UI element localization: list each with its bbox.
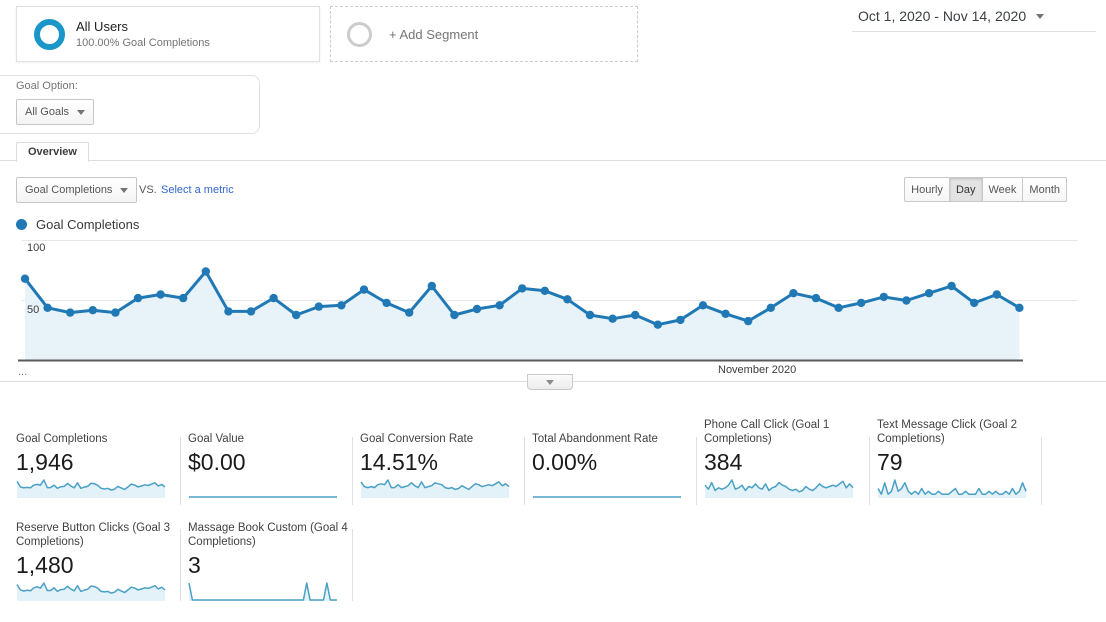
y-axis-label-100: 100	[27, 242, 46, 254]
chart-legend: Goal Completions	[16, 217, 139, 232]
segment-circle-outline-icon	[347, 21, 372, 47]
card-separator	[869, 437, 870, 505]
segment-all-users[interactable]: All Users 100.00% Goal Completions	[16, 6, 320, 62]
goal-option-dropdown[interactable]: All Goals	[16, 99, 95, 125]
card-goal-conversion-rate[interactable]: Goal Conversion Rate 14.51%	[360, 418, 520, 499]
card-separator	[524, 437, 525, 505]
metric-card-value: 14.51%	[360, 449, 439, 475]
chevron-down-icon	[1036, 13, 1045, 19]
card-goal-completions[interactable]: Goal Completions 1,946	[16, 418, 176, 499]
card-separator	[1041, 437, 1042, 505]
goal-value-sparkline	[189, 496, 337, 498]
vs-label: VS.	[139, 184, 157, 196]
card-total-abandonment-rate[interactable]: Total Abandonment Rate 0.00%	[532, 418, 692, 499]
metric-dropdown-value: Goal Completions	[25, 184, 113, 196]
metric-card-title: Total Abandonment Rate	[532, 433, 658, 445]
goal-option-panel	[0, 75, 260, 134]
granularity-hourly-button[interactable]: Hourly	[904, 177, 950, 202]
goal-option-value: All Goals	[25, 106, 70, 118]
metric-card-title: Reserve Button Clicks (Goal 3 Completion…	[16, 522, 171, 548]
chevron-down-icon	[120, 187, 129, 193]
granularity-button-group: Hourly Day Week Month	[904, 177, 1067, 202]
card-separator	[696, 437, 697, 505]
metric-card-value: 0.00%	[532, 449, 598, 475]
y-axis-label-50: 50	[27, 304, 40, 316]
goal-completions-line-chart[interactable]	[18, 240, 1078, 362]
goal-conversion-rate-sparkline	[360, 479, 510, 498]
metric-dropdown[interactable]: Goal Completions	[16, 177, 138, 203]
metric-card-value: 3	[188, 552, 201, 578]
total-abandonment-rate-sparkline	[533, 496, 681, 498]
metric-card-value: 1,946	[16, 449, 74, 475]
card-separator	[180, 437, 181, 505]
card-separator	[352, 529, 353, 601]
x-axis-ellipsis-label: ...	[18, 366, 28, 378]
metric-card-title: Goal Completions	[16, 433, 108, 445]
x-axis-november-label: November 2020	[718, 364, 797, 376]
card-massage-book-custom[interactable]: Massage Book Custom (Goal 4 Completions)…	[188, 521, 348, 602]
date-range-selector[interactable]: Oct 1, 2020 - Nov 14, 2020	[852, 8, 1096, 32]
metric-card-title: Goal Conversion Rate	[360, 433, 474, 445]
metric-card-value: 79	[877, 449, 903, 475]
chevron-down-icon	[77, 109, 86, 115]
card-separator	[352, 437, 353, 505]
metric-card-value: $0.00	[188, 449, 246, 475]
card-goal-value[interactable]: Goal Value $0.00	[188, 418, 348, 499]
metric-card-title: Massage Book Custom (Goal 4 Completions)	[188, 522, 348, 548]
segment-name: All Users	[76, 19, 129, 34]
legend-dot-icon	[16, 219, 27, 230]
card-phone-call-click[interactable]: Phone Call Click (Goal 1 Completions) 38…	[704, 418, 864, 499]
chart-collapse-button[interactable]	[527, 374, 573, 390]
card-separator	[180, 529, 181, 601]
metric-card-value: 384	[704, 449, 743, 475]
tab-bar-divider	[0, 160, 1106, 161]
add-segment-button[interactable]: + Add Segment	[330, 6, 638, 62]
metric-card-title: Text Message Click (Goal 2 Completions)	[877, 419, 1017, 445]
metric-card-title: Goal Value	[188, 433, 245, 445]
phone-call-click-sparkline	[704, 479, 854, 498]
card-reserve-button-clicks[interactable]: Reserve Button Clicks (Goal 3 Completion…	[16, 521, 176, 602]
reserve-button-clicks-sparkline	[16, 582, 166, 601]
text-message-click-sparkline	[877, 479, 1027, 498]
segment-detail: 100.00% Goal Completions	[76, 37, 210, 49]
card-text-message-click[interactable]: Text Message Click (Goal 2 Completions) …	[877, 418, 1037, 499]
granularity-day-button[interactable]: Day	[949, 177, 983, 202]
add-segment-label: + Add Segment	[389, 26, 479, 42]
chevron-down-icon	[546, 379, 554, 385]
goal-completions-sparkline	[16, 479, 166, 498]
segment-circle-icon	[34, 18, 65, 50]
granularity-month-button[interactable]: Month	[1023, 177, 1067, 202]
tab-overview[interactable]: Overview	[16, 142, 89, 162]
metric-card-value: 1,480	[16, 552, 74, 578]
goal-option-label: Goal Option:	[16, 80, 78, 92]
massage-book-custom-sparkline	[188, 582, 337, 601]
legend-label: Goal Completions	[36, 217, 140, 232]
select-a-metric-link[interactable]: Select a metric	[161, 184, 234, 196]
metric-card-title: Phone Call Click (Goal 1 Completions)	[704, 419, 830, 445]
date-range-text: Oct 1, 2020 - Nov 14, 2020	[858, 8, 1027, 24]
granularity-week-button[interactable]: Week	[982, 177, 1024, 202]
